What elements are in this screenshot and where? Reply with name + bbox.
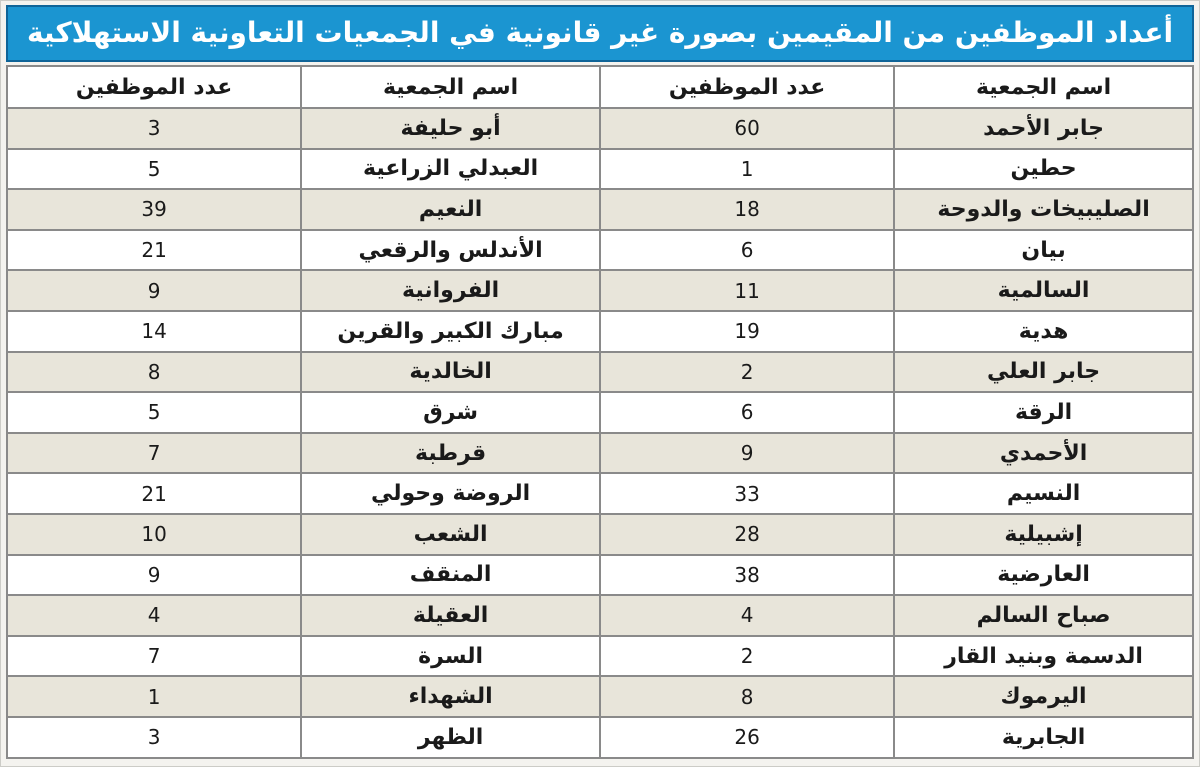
society-name-cell: الخالدية <box>300 350 602 394</box>
employee-count-cell: 5 <box>5 391 303 434</box>
employee-count-cell: 21 <box>5 228 303 272</box>
employee-count-cell: 21 <box>5 472 303 515</box>
society-name-cell: الصليبيخات والدوحة <box>893 188 1194 231</box>
table-row: إشبيلية 28 الشعب 10 <box>5 512 1194 556</box>
employee-count-cell: 9 <box>5 269 303 312</box>
society-name-cell: العارضية <box>893 553 1194 597</box>
society-name-cell: الأحمدي <box>893 431 1194 475</box>
society-name-cell: العقيلة <box>300 594 602 637</box>
header-society-name-left: اسم الجمعية <box>300 65 602 109</box>
header-row: اسم الجمعية عدد الموظفين اسم الجمعية عدد… <box>5 65 1194 109</box>
title-bar: أعداد الموظفين من المقيمين بصورة غير قان… <box>6 5 1194 62</box>
society-name-cell: الروضة وحولي <box>300 472 602 515</box>
society-name-cell: العبدلي الزراعية <box>300 147 602 191</box>
table-row: اليرموك 8 الشهداء 1 <box>5 675 1194 718</box>
header-employee-count-right: عدد الموظفين <box>599 65 896 109</box>
table-row: الدسمة وبنيد القار 2 السرة 7 <box>5 634 1194 678</box>
employee-count-cell: 7 <box>5 634 303 678</box>
table-row: جابر الأحمد 60 أبو حليفة 3 <box>5 107 1194 150</box>
employee-count-cell: 10 <box>5 512 303 556</box>
table-row: جابر العلي 2 الخالدية 8 <box>5 350 1194 394</box>
table-row: الجابرية 26 الظهر 3 <box>5 715 1194 759</box>
employee-count-cell: 4 <box>5 594 303 637</box>
table-row: السالمية 11 الفروانية 9 <box>5 269 1194 312</box>
society-name-cell: النسيم <box>893 472 1194 515</box>
header-society-name-right: اسم الجمعية <box>893 65 1194 109</box>
table-row: النسيم 33 الروضة وحولي 21 <box>5 472 1194 515</box>
society-name-cell: السالمية <box>893 269 1194 312</box>
employee-count-cell: 6 <box>599 228 896 272</box>
society-name-cell: الأندلس والرقعي <box>300 228 602 272</box>
society-name-cell: أبو حليفة <box>300 107 602 150</box>
society-name-cell: صباح السالم <box>893 594 1194 637</box>
table-header: اسم الجمعية عدد الموظفين اسم الجمعية عدد… <box>5 65 1194 109</box>
society-name-cell: الفروانية <box>300 269 602 312</box>
header-employee-count-left: عدد الموظفين <box>5 65 303 109</box>
employee-count-cell: 18 <box>599 188 896 231</box>
society-name-cell: جابر العلي <box>893 350 1194 394</box>
employee-count-cell: 60 <box>599 107 896 150</box>
society-name-cell: هدية <box>893 309 1194 353</box>
society-name-cell: إشبيلية <box>893 512 1194 556</box>
employee-count-cell: 2 <box>599 350 896 394</box>
society-name-cell: النعيم <box>300 188 602 231</box>
employee-count-cell: 39 <box>5 188 303 231</box>
employees-table: اسم الجمعية عدد الموظفين اسم الجمعية عدد… <box>5 65 1194 759</box>
society-name-cell: الرقة <box>893 391 1194 434</box>
page-title: أعداد الموظفين من المقيمين بصورة غير قان… <box>26 16 1174 50</box>
employee-count-cell: 3 <box>5 107 303 150</box>
employee-count-cell: 33 <box>599 472 896 515</box>
table-row: صباح السالم 4 العقيلة 4 <box>5 594 1194 637</box>
table-row: حطين 1 العبدلي الزراعية 5 <box>5 147 1194 191</box>
employee-count-cell: 9 <box>5 553 303 597</box>
table-row: الصليبيخات والدوحة 18 النعيم 39 <box>5 188 1194 231</box>
employee-count-cell: 3 <box>5 715 303 759</box>
employee-count-cell: 38 <box>599 553 896 597</box>
employee-count-cell: 19 <box>599 309 896 353</box>
society-name-cell: الشعب <box>300 512 602 556</box>
society-name-cell: شرق <box>300 391 602 434</box>
society-name-cell: حطين <box>893 147 1194 191</box>
society-name-cell: السرة <box>300 634 602 678</box>
employee-count-cell: 8 <box>5 350 303 394</box>
employee-count-cell: 6 <box>599 391 896 434</box>
employee-count-cell: 9 <box>599 431 896 475</box>
employee-count-cell: 4 <box>599 594 896 637</box>
employee-count-cell: 1 <box>599 147 896 191</box>
table-body: جابر الأحمد 60 أبو حليفة 3 حطين 1 العبدلي الزر… <box>5 107 1194 759</box>
society-name-cell: بيان <box>893 228 1194 272</box>
table-row: الرقة 6 شرق 5 <box>5 391 1194 434</box>
employee-count-cell: 5 <box>5 147 303 191</box>
employee-count-cell: 14 <box>5 309 303 353</box>
employee-count-cell: 8 <box>599 675 896 718</box>
society-name-cell: مبارك الكبير والقرين <box>300 309 602 353</box>
employee-count-cell: 26 <box>599 715 896 759</box>
employee-count-cell: 1 <box>5 675 303 718</box>
table-row: الأحمدي 9 قرطبة 7 <box>5 431 1194 475</box>
employee-count-cell: 7 <box>5 431 303 475</box>
employee-count-cell: 11 <box>599 269 896 312</box>
table-row: هدية 19 مبارك الكبير والقرين 14 <box>5 309 1194 353</box>
employee-count-cell: 2 <box>599 634 896 678</box>
society-name-cell: المنقف <box>300 553 602 597</box>
society-name-cell: جابر الأحمد <box>893 107 1194 150</box>
society-name-cell: الجابرية <box>893 715 1194 759</box>
employee-count-cell: 28 <box>599 512 896 556</box>
society-name-cell: الشهداء <box>300 675 602 718</box>
society-name-cell: الظهر <box>300 715 602 759</box>
table-row: بيان 6 الأندلس والرقعي 21 <box>5 228 1194 272</box>
society-name-cell: اليرموك <box>893 675 1194 718</box>
table-row: العارضية 38 المنقف 9 <box>5 553 1194 597</box>
society-name-cell: قرطبة <box>300 431 602 475</box>
society-name-cell: الدسمة وبنيد القار <box>893 634 1194 678</box>
